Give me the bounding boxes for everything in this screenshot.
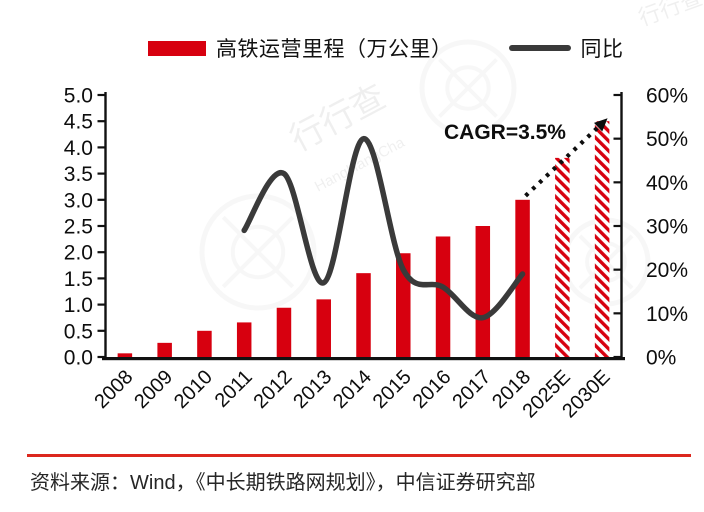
watermark-inner-circle <box>445 65 491 111</box>
bar-2008 <box>117 353 133 357</box>
x-axis-tick-label: 2010 <box>170 366 217 413</box>
left-axis-tick-label: 2.0 <box>64 242 93 265</box>
left-axis-tick-label: 4.5 <box>64 111 93 134</box>
bar-2013 <box>316 299 331 357</box>
x-axis-tick-label: 2011 <box>211 366 257 412</box>
legend-bar-swatch <box>148 40 206 56</box>
legend: 高铁运营里程（万公里） 同比 <box>148 33 624 63</box>
x-axis-tick-label: 2009 <box>130 366 177 413</box>
x-axis-tick-label: 2014 <box>329 366 376 413</box>
watermark-spoke <box>438 58 498 118</box>
watermark-spoke <box>221 215 295 289</box>
right-axis-tick-label: 50% <box>646 128 688 151</box>
cagr-annotation: CAGR=3.5% <box>444 121 566 144</box>
bar-2030E <box>594 121 610 357</box>
bar-2025E <box>555 157 570 357</box>
watermark-logo-icon <box>419 39 517 137</box>
left-axis-tick-label: 4.0 <box>64 137 93 160</box>
left-axis-tick-label: 5.0 <box>64 85 93 108</box>
left-axis-tick-label: 1.5 <box>64 268 93 291</box>
bar-2014 <box>356 273 371 357</box>
right-axis-tick-label: 10% <box>646 303 688 326</box>
right-axis-tick-label: 20% <box>646 259 688 282</box>
right-axis-tick-label: 60% <box>646 85 688 108</box>
bar-2010 <box>197 330 212 357</box>
footer-divider <box>27 454 691 457</box>
x-axis-tick-label: 2016 <box>409 366 456 413</box>
cagr-dotted-arrow <box>524 125 600 198</box>
watermark-spoke <box>438 58 498 118</box>
left-axis-tick-label: 0.5 <box>64 320 93 343</box>
left-axis-tick-label: 2.5 <box>64 216 93 239</box>
legend-line-swatch <box>508 45 571 51</box>
source-note: 资料来源：Wind，《中长期铁路网规划》，中信证券研究部 <box>30 472 536 494</box>
watermark-brand-text: 行行查 <box>635 0 704 31</box>
right-axis-tick-label: 0% <box>646 347 676 370</box>
watermark-circle <box>199 193 317 311</box>
x-axis-tick-label: 2013 <box>289 366 336 413</box>
bar-2011 <box>236 322 252 357</box>
watermark-spoke <box>221 215 295 289</box>
watermark-logo-icon <box>199 193 317 311</box>
cagr-arrowhead-icon <box>593 118 608 132</box>
legend-item-yoy: 同比 <box>508 33 624 63</box>
left-axis-tick-label: 3.5 <box>64 163 93 186</box>
left-axis-tick-label: 3.0 <box>64 189 93 212</box>
legend-line-label: 同比 <box>580 38 624 61</box>
bar-2009 <box>157 342 172 357</box>
left-axis-tick-label: 0.0 <box>64 347 93 370</box>
x-axis-tick-label: 2008 <box>90 366 137 413</box>
legend-item-mileage: 高铁运营里程（万公里） <box>148 33 453 63</box>
legend-bar-label: 高铁运营里程（万公里） <box>216 38 453 61</box>
right-axis-tick-label: 30% <box>646 216 688 239</box>
watermark-circle <box>419 39 517 137</box>
x-axis-tick-label: 2017 <box>448 366 495 413</box>
right-axis-tick-label: 40% <box>646 172 688 195</box>
x-axis-tick-label: 2015 <box>369 366 416 413</box>
bar-2012 <box>276 307 292 357</box>
bar-2017 <box>475 226 491 357</box>
x-axis-tick-label: 2012 <box>249 366 296 413</box>
bar-2016 <box>435 236 451 357</box>
yoy-line <box>241 135 526 321</box>
left-axis-tick-label: 1.0 <box>64 294 93 317</box>
bottom-axis-line <box>102 357 625 361</box>
watermark-inner-circle <box>230 224 286 280</box>
